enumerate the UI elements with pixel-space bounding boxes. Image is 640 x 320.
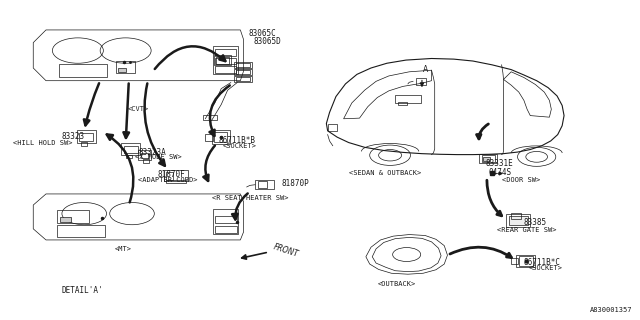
Bar	[205, 134, 213, 141]
Bar	[395, 95, 420, 103]
Text: 83323A: 83323A	[138, 148, 166, 156]
Bar	[482, 155, 495, 162]
Bar	[164, 171, 188, 180]
Bar	[509, 216, 528, 225]
Bar	[60, 217, 72, 222]
Bar	[216, 57, 229, 64]
Bar	[58, 210, 90, 223]
Text: <OUTBACK>: <OUTBACK>	[378, 281, 415, 287]
Text: DETAIL'A': DETAIL'A'	[62, 286, 104, 295]
Text: <REAR GATE SW>: <REAR GATE SW>	[497, 227, 557, 233]
Bar	[328, 124, 337, 131]
Bar	[116, 61, 135, 73]
Bar	[511, 213, 522, 219]
Text: 81870P: 81870P	[282, 179, 310, 188]
Bar	[483, 157, 490, 161]
Bar	[121, 143, 140, 155]
Bar	[234, 62, 252, 68]
Text: 83331E: 83331E	[486, 159, 513, 168]
Text: 86711B*C: 86711B*C	[524, 258, 561, 267]
Bar	[118, 68, 126, 72]
Bar	[257, 181, 267, 188]
Bar	[143, 159, 149, 163]
Bar	[215, 67, 236, 73]
Bar	[215, 58, 236, 64]
Bar	[234, 76, 252, 82]
Bar	[216, 216, 237, 223]
Text: <SOCKET>: <SOCKET>	[223, 143, 257, 149]
Text: <R SEAT HEATER SW>: <R SEAT HEATER SW>	[212, 195, 288, 201]
Text: A: A	[423, 65, 429, 74]
Bar	[166, 180, 186, 183]
Bar	[215, 49, 236, 56]
Bar	[234, 69, 252, 75]
Bar	[479, 154, 497, 163]
Bar	[397, 102, 407, 105]
Text: 83323: 83323	[62, 132, 85, 141]
Text: <SOCKET>: <SOCKET>	[529, 266, 563, 271]
Bar	[204, 115, 218, 120]
Bar	[58, 225, 105, 237]
Bar	[79, 133, 93, 141]
Text: <DOOR SW>: <DOOR SW>	[502, 177, 540, 183]
Bar	[138, 150, 151, 160]
Bar	[124, 146, 138, 153]
Bar	[415, 77, 426, 84]
Text: <CVT>: <CVT>	[127, 106, 149, 112]
Bar	[212, 130, 230, 144]
Text: <X MODE SW>: <X MODE SW>	[135, 155, 182, 160]
Text: 83065D: 83065D	[253, 37, 281, 46]
Bar	[511, 258, 518, 264]
Bar	[216, 226, 237, 233]
Bar	[506, 214, 531, 227]
Bar	[236, 77, 250, 81]
Bar	[81, 142, 88, 146]
Text: <HILL HOLD SW>: <HILL HOLD SW>	[13, 140, 72, 146]
Bar	[214, 55, 232, 65]
Bar	[214, 132, 227, 142]
Bar	[519, 256, 533, 266]
Bar	[516, 254, 536, 267]
Text: 86711B*B: 86711B*B	[218, 136, 255, 145]
Text: 83065C: 83065C	[248, 28, 276, 38]
Bar	[213, 46, 239, 74]
Text: <ADAPTER CORD>: <ADAPTER CORD>	[138, 177, 198, 183]
Bar	[77, 131, 96, 142]
Bar	[125, 155, 132, 158]
Text: 81870F: 81870F	[157, 170, 185, 179]
Bar	[141, 153, 148, 158]
Text: <SEDAN & OUTBACK>: <SEDAN & OUTBACK>	[349, 170, 421, 176]
Text: 83385: 83385	[524, 218, 547, 227]
Text: A830001357: A830001357	[589, 307, 632, 313]
Text: FRONT: FRONT	[272, 243, 300, 259]
Bar	[59, 64, 106, 77]
Bar	[236, 70, 250, 74]
Bar	[255, 180, 274, 189]
Text: 0474S: 0474S	[489, 168, 512, 177]
Text: <MT>: <MT>	[115, 246, 132, 252]
Bar	[166, 172, 173, 180]
Bar	[236, 63, 250, 67]
Bar	[213, 210, 239, 234]
